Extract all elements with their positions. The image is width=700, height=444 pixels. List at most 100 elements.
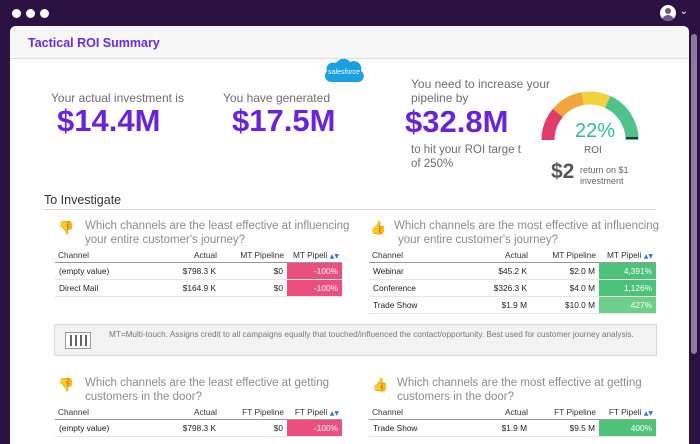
return-value: $2	[551, 160, 575, 183]
least-journey-question: Which channels are the least effective a…	[85, 219, 349, 247]
sort-icon[interactable]: ▲▼	[329, 409, 339, 417]
table-header: Channel Actual FT Pipeline FT Pipeli ▲▼	[55, 405, 342, 420]
least-door-table: Channel Actual FT Pipeline FT Pipeli ▲▼ …	[55, 405, 342, 437]
channel-cell: Conference	[369, 279, 459, 297]
column-header[interactable]: Channel	[369, 248, 459, 263]
pipeline-cell: $0	[220, 262, 287, 280]
column-header[interactable]: FT Pipeline	[220, 405, 287, 420]
table-row[interactable]: (empty value) $798.3 K $0 -100%	[55, 262, 342, 280]
thumbs-down-icon: 👎	[58, 378, 75, 393]
pipeline-cell: $2.0 M	[531, 262, 599, 280]
chevron-down-icon[interactable]: ⌄	[679, 6, 688, 17]
channel-cell: (empty value)	[55, 262, 150, 280]
actual-cell: $326.3 K	[459, 279, 531, 297]
pipeline-pct-cell: -100%	[287, 262, 342, 280]
channel-cell: Webinar	[369, 262, 459, 280]
roi-label: ROI	[584, 145, 602, 156]
table-header: Channel Actual MT Pipeline MT Pipeli ▲▼	[55, 248, 342, 263]
column-header[interactable]: Actual	[150, 248, 220, 263]
question-line: Which channels are the most effective at…	[397, 377, 642, 389]
table-row[interactable]: Direct Mail $164.9 K $0 -100%	[55, 279, 342, 297]
question-line: Which channels are the most effective at…	[394, 220, 660, 232]
column-header[interactable]: Channel	[55, 405, 150, 420]
table-row[interactable]: Conference $326.3 K $4.0 M 1,126%	[369, 279, 656, 297]
table-row[interactable]: (empty value) $798.3 K $0 -100%	[55, 419, 342, 437]
scrollbar[interactable]	[691, 34, 697, 354]
generated-label: You have generated	[223, 91, 330, 105]
user-avatar-icon[interactable]	[660, 5, 676, 21]
sort-icon[interactable]: ▲▼	[643, 409, 653, 417]
actual-cell: $45.2 K	[459, 262, 531, 280]
table-header: Channel Actual MT Pipeline MT Pipeli ▲▼	[369, 248, 656, 263]
generated-value: $17.5M	[232, 103, 336, 138]
roi-percent: 22%	[575, 120, 616, 142]
actual-cell: $1.9 M	[459, 296, 531, 314]
actual-cell: $798.3 K	[150, 262, 220, 280]
channel-cell: Direct Mail	[55, 279, 150, 297]
window-titlebar: ⌄	[0, 0, 700, 26]
column-header-sortable[interactable]: MT Pipeli ▲▼	[287, 248, 342, 263]
question-line: customers in the door?	[85, 391, 202, 403]
most-door-question: Which channels are the most effective at…	[397, 376, 642, 404]
column-header[interactable]: Channel	[369, 405, 459, 420]
note-text: MT=Multi-touch. Assigns credit to all ca…	[109, 330, 634, 339]
divider	[44, 209, 656, 210]
column-header-sortable[interactable]: FT Pipeli ▲▼	[599, 405, 656, 420]
pipeline-pct-cell: 4,391%	[599, 262, 656, 280]
pipeline-pct-cell: -100%	[287, 279, 342, 297]
question-line: your entire customer's journey?	[85, 234, 246, 246]
investment-label: Your actual investment is	[51, 91, 184, 105]
column-header[interactable]: Actual	[459, 248, 531, 263]
pipeline-cell: $0	[220, 279, 287, 297]
window-dot-icon[interactable]	[26, 9, 35, 18]
column-header[interactable]: FT Pipeline	[531, 405, 599, 420]
table-row[interactable]: Trade Show $1.9 M $10.0 M 427%	[369, 296, 656, 314]
column-header-sortable[interactable]: MT Pipeli ▲▼	[599, 248, 656, 263]
column-header[interactable]: MT Pipeline	[220, 248, 287, 263]
increase-label: You need to increase your	[411, 77, 550, 91]
actual-cell: $1.9 M	[459, 419, 531, 437]
thumbs-down-icon: 👎	[58, 221, 75, 236]
window-dot-icon[interactable]	[12, 9, 21, 18]
thumbs-up-icon: 👍	[372, 378, 389, 393]
target-label-line-2: of 250%	[411, 158, 454, 170]
column-header-label: FT Pipeli	[294, 406, 328, 417]
question-line: Which channels are the least effective a…	[85, 220, 350, 232]
pipeline-cell: $9.5 M	[531, 419, 599, 437]
investigate-title: To Investigate	[44, 193, 122, 207]
pipeline-pct-cell: -100%	[287, 419, 342, 437]
increase-value: $32.8M	[405, 104, 509, 139]
column-header[interactable]: Channel	[55, 248, 150, 263]
column-header-sortable[interactable]: FT Pipeli ▲▼	[287, 405, 342, 420]
panel-title: Tactical ROI Summary	[10, 26, 689, 59]
question-line: Which channels are the least effective a…	[85, 377, 329, 389]
column-header[interactable]: Actual	[459, 405, 531, 420]
column-header-label: MT Pipeli	[293, 249, 328, 260]
actual-cell: $164.9 K	[150, 279, 220, 297]
most-journey-table: Channel Actual MT Pipeline MT Pipeli ▲▼ …	[369, 248, 656, 314]
barcode-icon	[65, 332, 91, 349]
least-door-question: Which channels are the least effective a…	[85, 376, 329, 404]
column-header[interactable]: MT Pipeline	[531, 248, 599, 263]
salesforce-logo-icon: salesforce	[324, 58, 364, 82]
actual-cell: $798.3 K	[150, 419, 220, 437]
investment-value: $14.4M	[57, 103, 161, 138]
pipeline-cell: $10.0 M	[531, 296, 599, 314]
svg-text:salesforce: salesforce	[328, 69, 360, 76]
table-row[interactable]: Trade Show $1.9 M $9.5 M 400%	[369, 419, 656, 437]
most-door-table: Channel Actual FT Pipeline FT Pipeli ▲▼ …	[369, 405, 656, 437]
window-dot-icon[interactable]	[40, 9, 49, 18]
return-label-line-1: return on $1	[580, 165, 629, 175]
table-row[interactable]: Webinar $45.2 K $2.0 M 4,391%	[369, 262, 656, 280]
channel-cell: (empty value)	[55, 419, 150, 437]
question-line: your entire customer's journey?	[398, 234, 559, 246]
sort-icon[interactable]: ▲▼	[329, 252, 339, 260]
column-header-label: FT Pipeli	[608, 406, 642, 417]
pipeline-pct-cell: 400%	[599, 419, 656, 437]
return-label-line-2: investment	[580, 176, 624, 186]
sort-icon[interactable]: ▲▼	[643, 252, 653, 260]
pipeline-cell: $4.0 M	[531, 279, 599, 297]
info-note: MT=Multi-touch. Assigns credit to all ca…	[54, 324, 657, 356]
column-header[interactable]: Actual	[150, 405, 220, 420]
pipeline-pct-cell: 1,126%	[599, 279, 656, 297]
